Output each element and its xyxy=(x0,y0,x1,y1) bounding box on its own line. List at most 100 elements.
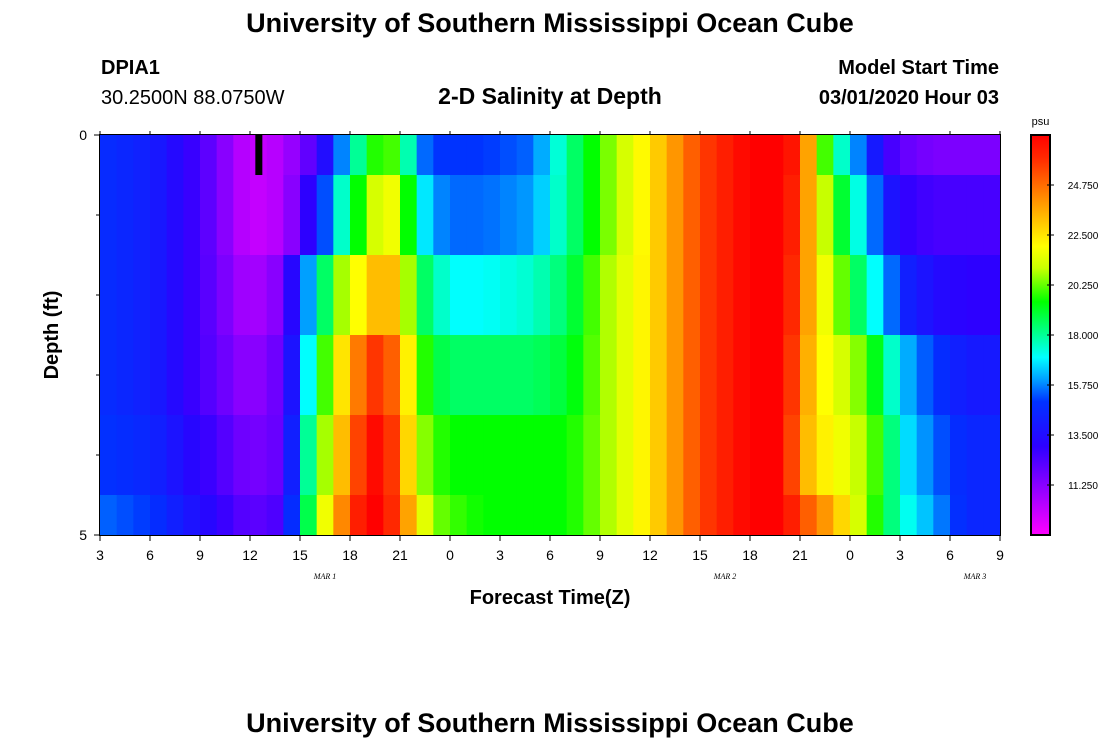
heatmap-cell xyxy=(383,135,401,176)
heatmap-cell xyxy=(833,335,851,416)
heatmap-cell xyxy=(583,415,601,496)
heatmap-cell xyxy=(166,335,184,416)
heatmap-cell xyxy=(116,335,134,416)
heatmap-cell xyxy=(516,335,534,416)
plot-title: 2-D Salinity at Depth xyxy=(438,83,662,109)
heatmap-cell xyxy=(500,415,518,496)
heatmap-cell xyxy=(850,495,868,536)
heatmap-cell xyxy=(583,495,601,536)
colorbar-tick-label: 15.750 xyxy=(1068,381,1099,392)
heatmap-cell xyxy=(800,175,818,256)
heatmap-cell xyxy=(633,135,651,176)
heatmap-cell xyxy=(816,415,834,496)
heatmap-cell xyxy=(216,135,234,176)
heatmap-cell xyxy=(150,135,168,176)
marker-layer xyxy=(255,135,263,175)
heatmap-cell xyxy=(316,175,334,256)
heatmap-cell xyxy=(366,495,384,536)
heatmap-cell xyxy=(233,175,251,256)
heatmap-cell xyxy=(483,495,501,536)
heatmap-cell xyxy=(600,495,618,536)
heatmap-cell xyxy=(283,255,301,336)
footer-title: University of Southern Mississippi Ocean… xyxy=(246,708,854,738)
heatmap-cell xyxy=(916,135,934,176)
heatmap-cells xyxy=(100,135,1001,536)
heatmap-cell xyxy=(950,495,968,536)
heatmap-cell xyxy=(650,255,668,336)
heatmap-cell xyxy=(983,255,1001,336)
heatmap-cell xyxy=(133,495,151,536)
heatmap-cell xyxy=(466,415,484,496)
heatmap-cell xyxy=(500,495,518,536)
heatmap-cell xyxy=(266,335,284,416)
heatmap-cell xyxy=(366,175,384,256)
date-label: MAR 1 xyxy=(313,572,336,581)
heatmap-cell xyxy=(400,495,418,536)
heatmap-cell xyxy=(150,255,168,336)
heatmap-cell xyxy=(600,255,618,336)
heatmap-cell xyxy=(866,135,884,176)
heatmap-cell xyxy=(316,495,334,536)
heatmap-cell xyxy=(950,415,968,496)
heatmap-cell xyxy=(150,335,168,416)
heatmap-cell xyxy=(300,175,318,256)
heatmap-cell xyxy=(733,495,751,536)
heatmap-cell xyxy=(100,175,118,256)
heatmap-cell xyxy=(350,335,368,416)
heatmap-cell xyxy=(733,415,751,496)
heatmap-cell xyxy=(350,415,368,496)
heatmap-cell xyxy=(766,175,784,256)
heatmap-cell xyxy=(650,495,668,536)
heatmap-cell xyxy=(816,255,834,336)
heatmap-cell xyxy=(933,175,951,256)
x-tick-label: 15 xyxy=(292,547,308,563)
heatmap-cell xyxy=(616,135,634,176)
heatmap-cell xyxy=(883,335,901,416)
heatmap-cell xyxy=(883,495,901,536)
page-title: University of Southern Mississippi Ocean… xyxy=(246,8,854,38)
heatmap-cell xyxy=(900,175,918,256)
x-tick-label: 6 xyxy=(946,547,954,563)
heatmap-cell xyxy=(933,255,951,336)
heatmap-cell xyxy=(566,495,584,536)
heatmap-cell xyxy=(550,495,568,536)
heatmap-cell xyxy=(900,255,918,336)
heatmap-cell xyxy=(116,135,134,176)
heatmap-cell xyxy=(700,175,718,256)
heatmap-cell xyxy=(750,255,768,336)
heatmap-cell xyxy=(683,495,701,536)
heatmap-cell xyxy=(916,255,934,336)
heatmap-cell xyxy=(200,135,218,176)
heatmap-cell xyxy=(616,415,634,496)
heatmap-cell xyxy=(600,175,618,256)
heatmap-cell xyxy=(616,255,634,336)
heatmap-cell xyxy=(850,175,868,256)
heatmap-cell xyxy=(533,135,551,176)
heatmap-cell xyxy=(233,335,251,416)
heatmap-cell xyxy=(383,335,401,416)
heatmap-cell xyxy=(383,495,401,536)
heatmap-cell xyxy=(166,495,184,536)
heatmap-cell xyxy=(200,255,218,336)
heatmap-cell xyxy=(183,175,201,256)
heatmap-cell xyxy=(833,495,851,536)
heatmap-cell xyxy=(666,135,684,176)
x-tick-label: 6 xyxy=(146,547,154,563)
heatmap-cell xyxy=(583,135,601,176)
heatmap-cell xyxy=(166,415,184,496)
heatmap-cell xyxy=(783,255,801,336)
heatmap-cell xyxy=(350,255,368,336)
heatmap-cell xyxy=(866,335,884,416)
heatmap-cell xyxy=(416,175,434,256)
heatmap-cell xyxy=(866,415,884,496)
heatmap-cell xyxy=(933,415,951,496)
colorbar-tick-label: 24.750 xyxy=(1068,181,1099,192)
heatmap-cell xyxy=(566,255,584,336)
heatmap-cell xyxy=(783,415,801,496)
heatmap-cell xyxy=(216,335,234,416)
heatmap-cell xyxy=(950,255,968,336)
heatmap-cell xyxy=(700,495,718,536)
heatmap-cell xyxy=(133,135,151,176)
heatmap-cell xyxy=(466,175,484,256)
heatmap-cell xyxy=(666,335,684,416)
